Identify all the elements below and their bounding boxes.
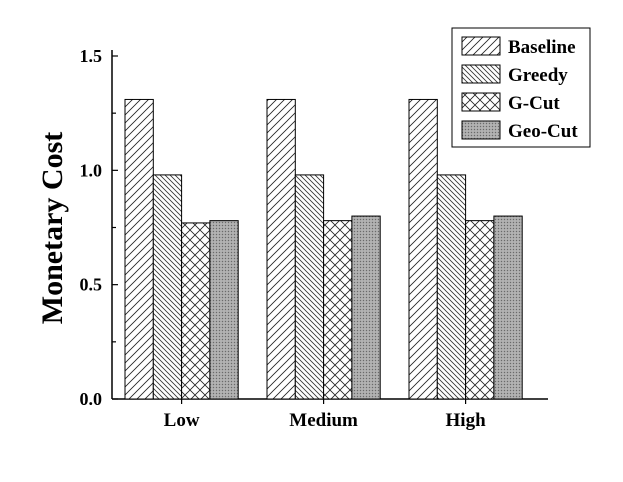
bar-geo-cut-low: [209, 220, 239, 400]
bar-baseline-medium: [266, 98, 296, 400]
bar-greedy-low: [152, 174, 183, 400]
y-tick-label: 1.5: [80, 46, 103, 66]
x-tick-label: Low: [164, 410, 200, 431]
y-tick-label: 0.0: [80, 389, 103, 409]
y-axis-label: Monetary Cost: [36, 132, 69, 324]
legend-label: Greedy: [508, 65, 568, 86]
x-tick-label: Medium: [289, 410, 358, 431]
legend-swatch-greedy: [461, 64, 501, 84]
y-tick-label: 1.0: [80, 160, 103, 180]
legend-label: G-Cut: [508, 93, 560, 114]
bar-g-cut-medium: [323, 220, 353, 400]
legend-swatch-geo-cut: [461, 120, 501, 140]
legend-label: Geo-Cut: [508, 121, 578, 142]
bar-greedy-high: [436, 174, 467, 400]
legend-swatch-g-cut: [461, 92, 501, 112]
bar-greedy-medium: [294, 174, 325, 400]
x-tick-label: High: [446, 410, 487, 431]
legend-swatch-baseline: [461, 36, 501, 56]
bar-geo-cut-medium: [351, 215, 381, 400]
bar-baseline-high: [408, 98, 438, 400]
bar-geo-cut-high: [493, 215, 523, 400]
bar-g-cut-high: [465, 220, 495, 400]
y-tick-label: 0.5: [80, 275, 103, 295]
bar-baseline-low: [124, 98, 154, 400]
legend-label: Baseline: [508, 37, 576, 58]
bar-g-cut-low: [181, 222, 211, 400]
